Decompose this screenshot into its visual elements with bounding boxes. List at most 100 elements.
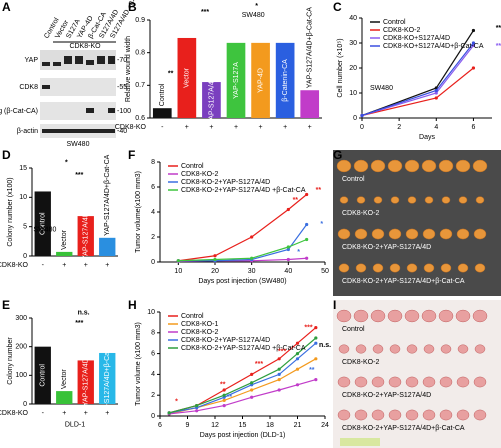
- x-tick-label: 0: [360, 124, 364, 131]
- bar: [34, 346, 51, 404]
- tumor: [354, 228, 368, 240]
- blot-panel: [40, 41, 116, 138]
- data-point: [471, 28, 476, 33]
- photo-label: CDK8-KO-2: [342, 210, 379, 217]
- data-point: [250, 381, 254, 385]
- data-point: [277, 388, 281, 392]
- tumor: [439, 228, 453, 240]
- tumor: [473, 409, 487, 421]
- panel-label: A: [2, 0, 11, 14]
- data-point: [167, 411, 171, 415]
- row-label: CDK8: [19, 84, 38, 91]
- x-tick-label: 6: [158, 422, 162, 429]
- bar-label: Control: [40, 212, 47, 235]
- x-tick-label: 2: [397, 124, 401, 131]
- tumor: [354, 376, 368, 388]
- y-tick-label: 30: [349, 40, 357, 47]
- y-tick-label: 10: [147, 309, 155, 316]
- mw-marker: -70: [117, 57, 127, 64]
- data-point: [295, 352, 300, 356]
- tumor: [338, 263, 350, 273]
- tumor: [404, 159, 420, 173]
- photo-label: CDK8-KO-2+YAP-S127A/4D+β-Cat-CA: [342, 425, 465, 432]
- tumor: [455, 309, 471, 323]
- tumor: [456, 228, 470, 240]
- tumor: [356, 196, 366, 204]
- tumor: [439, 376, 453, 388]
- data-point: [295, 367, 300, 371]
- tumor: [407, 196, 417, 204]
- tumor: [387, 309, 403, 323]
- significance: **: [168, 71, 174, 78]
- tumor: [474, 263, 486, 273]
- bar: [77, 216, 94, 256]
- significance: ***: [75, 172, 83, 179]
- bar-label: Vector: [184, 67, 191, 88]
- row-sign: +: [62, 262, 66, 269]
- legend-label: CDK8-KO-2+YAP-S127A/4D +β-Cat-CA: [181, 345, 306, 352]
- mw-marker: -40: [117, 128, 127, 135]
- bar-label: Vector: [61, 369, 68, 390]
- row-label: CDK8-KO: [0, 262, 29, 269]
- tumor: [421, 159, 437, 173]
- y-tick-label: 100: [15, 372, 27, 379]
- tumor: [456, 376, 470, 388]
- subtitle: SW480: [370, 85, 393, 92]
- tumor: [422, 228, 436, 240]
- y-tick-label: 0.8: [135, 50, 145, 57]
- data-point: [250, 388, 254, 392]
- tumor: [355, 344, 367, 354]
- row-sign: +: [234, 124, 238, 131]
- bar: [56, 251, 73, 256]
- bar: [99, 352, 116, 404]
- row-label: CDK8-KO: [0, 410, 29, 417]
- significance: **: [293, 197, 299, 204]
- tumor: [424, 196, 434, 204]
- y-tick-label: 6: [151, 350, 155, 357]
- y-tick-label: 40: [349, 15, 357, 22]
- x-tick-label: 18: [266, 422, 274, 429]
- tumor: [337, 409, 351, 421]
- data-point: [286, 247, 290, 252]
- bar: [300, 90, 320, 118]
- tumor: [456, 409, 470, 421]
- significance: ***: [496, 43, 501, 50]
- bar: [226, 42, 246, 118]
- row-label: β-actin: [17, 128, 38, 135]
- photo-label: Control: [342, 176, 365, 183]
- y-tick-label: 4: [151, 209, 155, 216]
- significance: ***: [278, 348, 286, 355]
- data-point: [305, 192, 309, 197]
- row-sign: -: [42, 262, 45, 269]
- tumor: [473, 228, 487, 240]
- panel-label: I: [333, 298, 336, 312]
- y-tick-label: 0: [23, 253, 27, 260]
- data-point: [213, 257, 217, 262]
- data-point: [250, 235, 254, 239]
- legend-label: CDK8-KO-2: [181, 171, 218, 178]
- tumor: [422, 409, 436, 421]
- y-tick-label: 4: [151, 371, 155, 378]
- bar-label: Control: [40, 364, 47, 387]
- photo-label: Control: [342, 326, 365, 333]
- legend-label: CDK8-KO-2+YAP-S127A/4D: [181, 179, 270, 186]
- significance: n.s.: [78, 310, 90, 317]
- tumor: [388, 376, 402, 388]
- photo-label: CDK8-KO-2+YAP-S127A/4D: [342, 244, 431, 251]
- subtitle: SW480: [242, 12, 265, 19]
- bar: [251, 42, 270, 118]
- data-point: [277, 378, 281, 382]
- tumor: [372, 263, 384, 273]
- tumor: [423, 263, 435, 273]
- y-axis-label: Relative wound width: [125, 36, 132, 102]
- photo-label: CDK8-KO-2+YAP-S127A/4D+β-Cat-CA: [342, 278, 465, 285]
- significance: ***: [75, 320, 83, 327]
- tumor: [388, 409, 402, 421]
- data-point: [250, 372, 254, 376]
- tumor: [338, 344, 350, 354]
- tumor: [440, 263, 452, 273]
- data-point: [471, 66, 476, 70]
- bar-label: YAP-S127A/4D: [83, 358, 90, 406]
- tumor: [406, 344, 418, 354]
